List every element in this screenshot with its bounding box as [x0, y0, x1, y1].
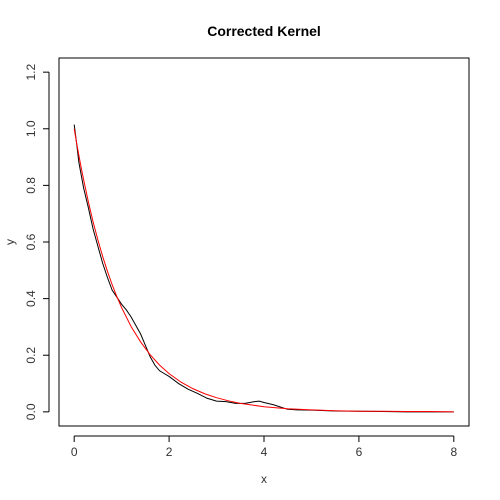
y-tick-label: 0.4 — [24, 290, 38, 307]
plot-frame — [58, 57, 470, 427]
y-tick-label: 1.2 — [24, 63, 38, 80]
x-tick-label: 6 — [356, 445, 363, 459]
x-tick-label: 0 — [71, 445, 78, 459]
x-tick-label: 8 — [450, 445, 457, 459]
series-layer — [73, 124, 454, 413]
y-axis-label: y — [3, 239, 17, 245]
x-tick-label: 4 — [261, 445, 268, 459]
x-axis: 0 2 4 6 8 — [71, 435, 457, 459]
y-tick-label: 0.0 — [24, 403, 38, 420]
chart-title: Corrected Kernel — [207, 23, 321, 39]
y-tick-label: 0.6 — [24, 233, 38, 250]
series-line-2 — [73, 128, 454, 413]
y-tick-label: 1.0 — [24, 120, 38, 137]
x-axis-label: x — [261, 472, 267, 486]
y-axis: 0.0 0.2 0.4 0.6 0.8 1.0 1.2 — [24, 63, 50, 420]
y-tick-label: 0.8 — [24, 177, 38, 194]
y-tick-label: 0.2 — [24, 347, 38, 364]
x-tick-label: 2 — [166, 445, 173, 459]
series-line-1 — [73, 124, 454, 413]
